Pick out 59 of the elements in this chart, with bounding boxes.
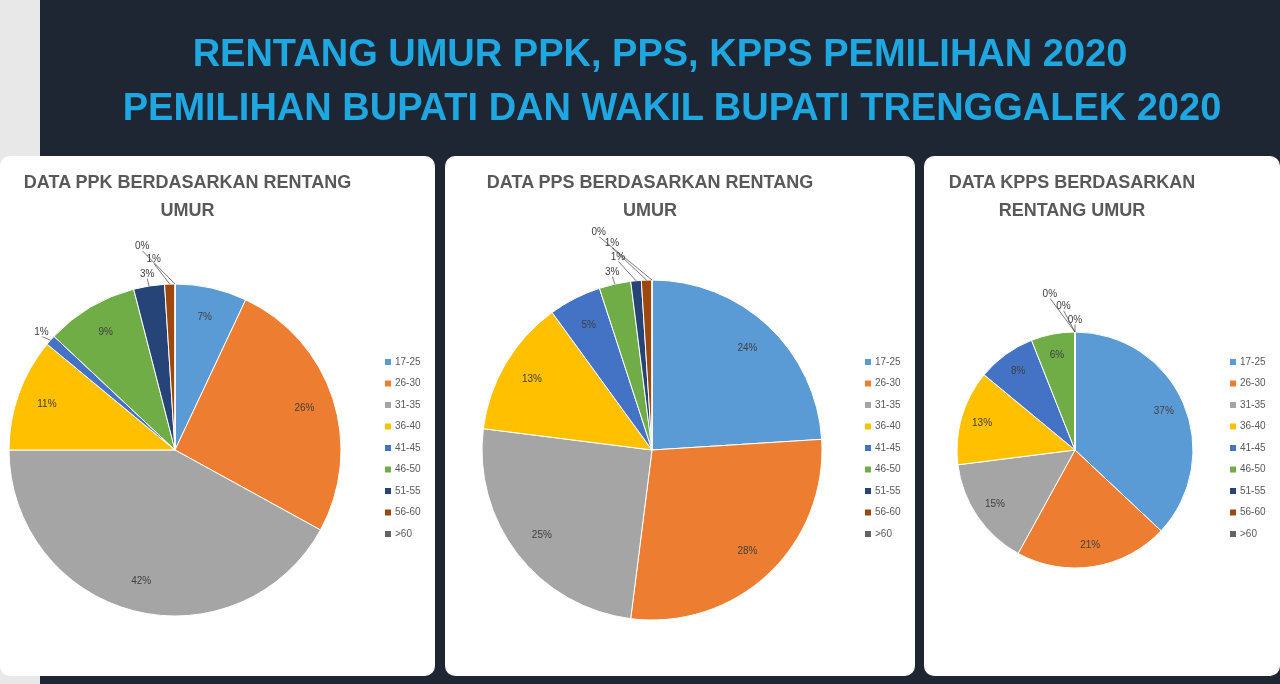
data-label: 37% bbox=[1153, 405, 1174, 417]
data-label: 24% bbox=[737, 342, 758, 354]
legend-label: 36-40 bbox=[875, 420, 902, 432]
data-label: 5% bbox=[581, 319, 597, 331]
data-label: 1% bbox=[146, 252, 161, 264]
legend-label: 56-60 bbox=[875, 506, 902, 518]
data-label: 42% bbox=[131, 575, 152, 587]
text: 0% bbox=[134, 240, 150, 252]
data-label: 7% bbox=[197, 310, 213, 322]
data-label: 8% bbox=[1010, 365, 1026, 377]
legend-label: 17-25 bbox=[395, 355, 422, 367]
legend-label: 31-35 bbox=[395, 398, 422, 410]
text: 0% bbox=[591, 226, 606, 238]
data-label: 1% bbox=[34, 325, 49, 337]
legend-label: 36-40 bbox=[395, 420, 422, 432]
data-label: 28% bbox=[737, 545, 758, 557]
chart-title: DATA KPPS BERDASARKAN RENTANG UMUR bbox=[948, 172, 1196, 220]
legend-label: 26-30 bbox=[1240, 377, 1267, 389]
data-label: 9% bbox=[98, 326, 114, 338]
legend-label: 17-25 bbox=[875, 355, 902, 367]
chart-title: DATA PPK BERDASARKAN RENTANG UMUR bbox=[23, 172, 352, 220]
legend-label: 51-55 bbox=[1240, 484, 1267, 496]
data-label: 1% bbox=[610, 250, 626, 262]
legend-label: 17-25 bbox=[1240, 355, 1267, 367]
data-label: 1% bbox=[604, 237, 620, 249]
data-label: 26% bbox=[294, 401, 315, 413]
data-label: 21% bbox=[1080, 539, 1101, 551]
text: PEMILIHAN BUPATI DAN WAKIL BUPATI TRENGGALEK 2020 bbox=[122, 86, 1222, 128]
data-label: 15% bbox=[984, 498, 1006, 510]
text: 0% bbox=[1056, 300, 1071, 312]
text: 0% bbox=[1067, 313, 1083, 325]
data-label: 25% bbox=[531, 529, 552, 541]
legend-label: 56-60 bbox=[1240, 506, 1267, 518]
legend-label: 41-45 bbox=[395, 441, 422, 453]
chart-title: DATA PPS BERDASARKAN RENTANG UMUR bbox=[486, 172, 814, 220]
legend-label: 46-50 bbox=[875, 463, 902, 475]
legend-label: >60 bbox=[1240, 527, 1258, 539]
legend-label: 51-55 bbox=[395, 484, 422, 496]
data-label: 6% bbox=[1049, 348, 1065, 360]
legend-label: 51-55 bbox=[875, 484, 902, 496]
legend-label: 26-30 bbox=[875, 377, 902, 389]
legend-label: 46-50 bbox=[395, 463, 422, 475]
legend-label: >60 bbox=[395, 527, 413, 539]
data-label: 13% bbox=[522, 372, 543, 384]
legend-label: >60 bbox=[875, 527, 893, 539]
legend-label: 31-35 bbox=[875, 398, 902, 410]
data-label: 13% bbox=[972, 416, 993, 428]
data-label: 3% bbox=[605, 266, 620, 278]
legend-label: 26-30 bbox=[395, 377, 422, 389]
legend-label: 36-40 bbox=[1240, 420, 1267, 432]
text: RENTANG UMUR PPK, PPS, KPPS PEMILIHAN 2020 bbox=[192, 32, 1128, 74]
legend-label: 41-45 bbox=[1240, 441, 1267, 453]
legend-label: 56-60 bbox=[395, 506, 422, 518]
data-label: 3% bbox=[139, 267, 155, 279]
text: 0% bbox=[1042, 287, 1058, 299]
data-label: 11% bbox=[37, 397, 57, 409]
legend-label: 46-50 bbox=[1240, 463, 1267, 475]
legend-label: 41-45 bbox=[875, 441, 902, 453]
legend-label: 31-35 bbox=[1240, 398, 1267, 410]
